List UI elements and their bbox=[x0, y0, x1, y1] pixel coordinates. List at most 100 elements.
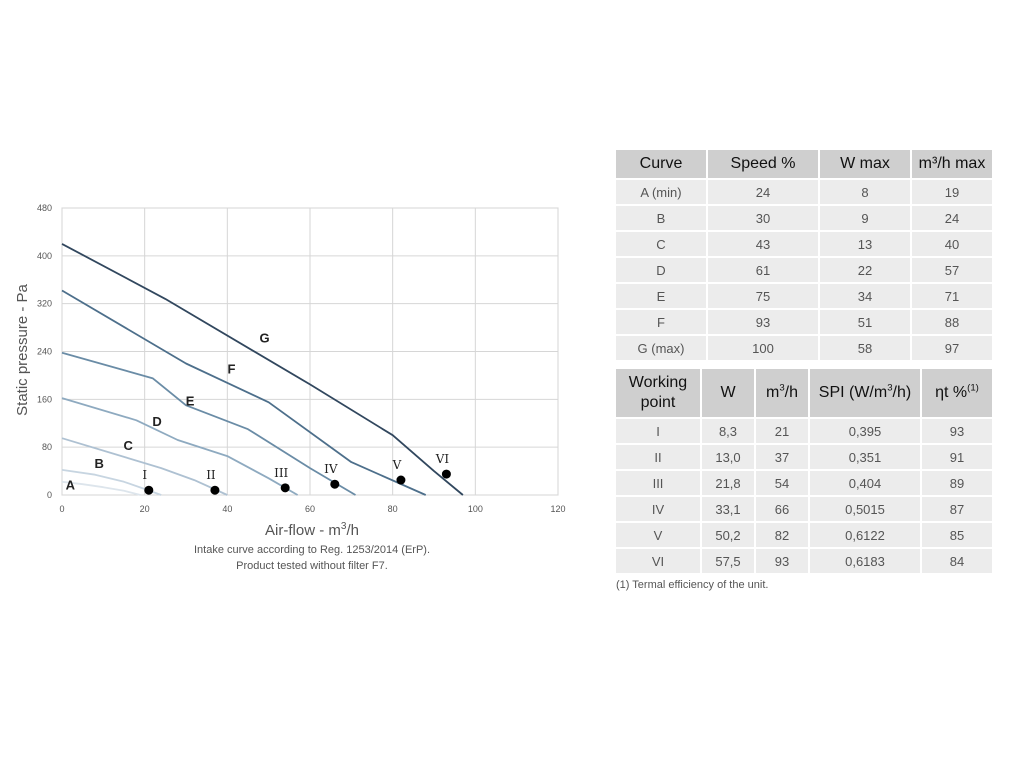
curve-f-line bbox=[61, 289, 427, 496]
footnote: (1) Termal efficiency of the unit. bbox=[616, 579, 769, 591]
performance-chart: 0 80 160 240 320 400 480 0 20 40 60 80 100 120 A B C D E F… bbox=[14, 203, 566, 572]
header-flow: m3/h bbox=[756, 369, 810, 419]
curve-cell: 61 bbox=[708, 258, 820, 284]
working-point-marker bbox=[441, 469, 451, 479]
wp-table-header-row: Working point W m3/h SPI (W/m3/h) ηt %(1… bbox=[616, 369, 992, 419]
working-point-label: I bbox=[142, 468, 147, 482]
curve-cell: D bbox=[616, 258, 708, 284]
wp-cell: III bbox=[616, 471, 702, 497]
curve-label: C bbox=[123, 438, 133, 453]
wp-row: I 8,3 21 0,395 93 bbox=[616, 419, 992, 445]
curve-cell: 13 bbox=[820, 232, 912, 258]
chart-grid: 0 80 160 240 320 400 480 0 20 40 60 80 100 120 bbox=[37, 203, 566, 514]
wp-cell: II bbox=[616, 445, 702, 471]
curve-row: D 61 22 57 bbox=[616, 258, 992, 284]
wp-cell: 21 bbox=[756, 419, 810, 445]
curve-cell: A (min) bbox=[616, 180, 708, 206]
curve-label: A bbox=[66, 478, 76, 493]
working-point-marker bbox=[280, 483, 290, 493]
header-flow-max: m³/h max bbox=[912, 150, 992, 180]
curve-table: Curve Speed % W max m³/h max A (min) 24 8 1… bbox=[616, 150, 992, 362]
curve-cell: 71 bbox=[912, 284, 992, 310]
wp-cell: 0,404 bbox=[810, 471, 922, 497]
curve-cell: 100 bbox=[708, 336, 820, 362]
curve-c-line bbox=[61, 437, 228, 496]
x-tick-label: 100 bbox=[468, 504, 483, 514]
y-tick-label: 240 bbox=[37, 347, 52, 357]
curve-cell: B bbox=[616, 206, 708, 232]
wp-cell: 93 bbox=[756, 549, 810, 575]
curve-cell: 22 bbox=[820, 258, 912, 284]
wp-cell: 37 bbox=[756, 445, 810, 471]
curve-cell: E bbox=[616, 284, 708, 310]
wp-cell: I bbox=[616, 419, 702, 445]
y-tick-label: 320 bbox=[37, 299, 52, 309]
curve-cell: 43 bbox=[708, 232, 820, 258]
wp-cell: 87 bbox=[922, 497, 992, 523]
working-point-table: Working point W m3/h SPI (W/m3/h) ηt %(1… bbox=[616, 369, 992, 575]
curve-row: B 30 9 24 bbox=[616, 206, 992, 232]
curve-cell: 24 bbox=[708, 180, 820, 206]
curve-label: D bbox=[152, 414, 161, 429]
chart-note-2: Product tested without filter F7. bbox=[236, 560, 388, 572]
curve-cell: F bbox=[616, 310, 708, 336]
wp-cell: 93 bbox=[922, 419, 992, 445]
curve-cell: 75 bbox=[708, 284, 820, 310]
curve-cell: 97 bbox=[912, 336, 992, 362]
curve-cell: 40 bbox=[912, 232, 992, 258]
working-point-marker bbox=[210, 485, 220, 495]
wp-cell: 0,395 bbox=[810, 419, 922, 445]
curve-cell: 30 bbox=[708, 206, 820, 232]
wp-cell: 54 bbox=[756, 471, 810, 497]
working-point-label: V bbox=[392, 458, 402, 472]
header-working-point-line2: point bbox=[640, 394, 676, 411]
curve-row: G (max) 100 58 97 bbox=[616, 336, 992, 362]
header-curve: Curve bbox=[616, 150, 708, 180]
wp-cell: 33,1 bbox=[702, 497, 756, 523]
curve-cell: 58 bbox=[820, 336, 912, 362]
y-tick-label: 160 bbox=[37, 394, 52, 404]
wp-cell: 57,5 bbox=[702, 549, 756, 575]
working-point-label: VI bbox=[435, 452, 450, 466]
wp-cell: 66 bbox=[756, 497, 810, 523]
curve-cell: 51 bbox=[820, 310, 912, 336]
wp-table-body: I 8,3 21 0,395 93 II 13,0 37 0,351 91 III 21,8 54 0,4… bbox=[616, 419, 992, 575]
wp-cell: VI bbox=[616, 549, 702, 575]
wp-cell: 0,6122 bbox=[810, 523, 922, 549]
wp-cell: 91 bbox=[922, 445, 992, 471]
header-working-point: Working point bbox=[616, 369, 702, 419]
chart-labels: A B C D E F G bbox=[66, 331, 270, 493]
wp-row: VI 57,5 93 0,6183 84 bbox=[616, 549, 992, 575]
curve-cell: G (max) bbox=[616, 336, 708, 362]
curve-cell: 93 bbox=[708, 310, 820, 336]
wp-cell: 13,0 bbox=[702, 445, 756, 471]
wp-cell: 0,5015 bbox=[810, 497, 922, 523]
wp-cell: 8,3 bbox=[702, 419, 756, 445]
curve-cell: C bbox=[616, 232, 708, 258]
x-tick-label: 20 bbox=[140, 504, 150, 514]
wp-cell: V bbox=[616, 523, 702, 549]
y-tick-label: 0 bbox=[47, 490, 52, 500]
wp-cell: IV bbox=[616, 497, 702, 523]
y-tick-label: 400 bbox=[37, 251, 52, 261]
header-working-point-line1: Working bbox=[628, 374, 688, 391]
wp-cell: 85 bbox=[922, 523, 992, 549]
curve-a-line bbox=[61, 480, 141, 496]
wp-row: IV 33,1 66 0,5015 87 bbox=[616, 497, 992, 523]
header-efficiency: ηt %(1) bbox=[922, 369, 992, 419]
curve-cell: 8 bbox=[820, 180, 912, 206]
working-point-marker bbox=[330, 479, 340, 489]
wp-cell: 84 bbox=[922, 549, 992, 575]
wp-row: II 13,0 37 0,351 91 bbox=[616, 445, 992, 471]
curve-row: E 75 34 71 bbox=[616, 284, 992, 310]
curve-label: B bbox=[95, 456, 104, 471]
y-tick-label: 480 bbox=[37, 203, 52, 213]
curve-cell: 24 bbox=[912, 206, 992, 232]
wp-cell: 0,6183 bbox=[810, 549, 922, 575]
header-speed: Speed % bbox=[708, 150, 820, 180]
wp-cell: 21,8 bbox=[702, 471, 756, 497]
curve-label: F bbox=[227, 362, 235, 377]
curve-cell: 19 bbox=[912, 180, 992, 206]
chart-working-points: I II III IV V VI bbox=[142, 452, 451, 495]
curve-label: G bbox=[259, 331, 269, 346]
